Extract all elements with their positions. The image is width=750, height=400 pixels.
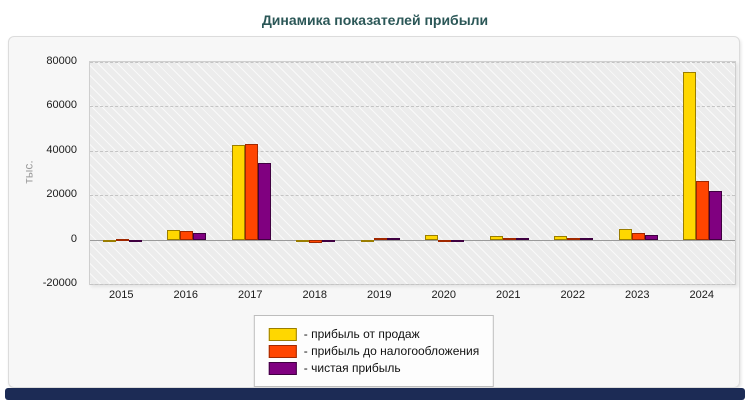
y-tick-label: 60000 (46, 99, 77, 112)
bar-прибыль до налогообложения-2015 (115, 238, 129, 241)
bar-чистая прибыль-2018 (322, 239, 336, 242)
y-tick-label: 80000 (46, 55, 77, 67)
x-tick-label-2018: 2018 (302, 289, 327, 301)
bar-чистая прибыль-2017 (257, 162, 271, 240)
legend-swatch-net (268, 361, 297, 375)
bar-прибыль от продаж-2023 (618, 228, 632, 240)
bar-прибыль до налогообложения-2018 (309, 239, 323, 243)
legend-item-sales: - прибыль от продаж (268, 327, 479, 341)
y-tick-label: 0 (70, 232, 77, 245)
bar-чистая прибыль-2024 (709, 191, 723, 240)
bar-чистая прибыль-2021 (515, 238, 529, 241)
legend-item-pretax: - прибыль до налогообложения (268, 344, 480, 358)
bar-прибыль до налогообложения-2022 (567, 237, 581, 240)
legend-swatch-pretax (268, 344, 297, 358)
window-bottom-bar (5, 388, 745, 400)
chart-panel: тыс. 80000 60000 40000 20000 0 -20000 2015 201… (8, 36, 740, 388)
bar-прибыль от продаж-2015 (102, 239, 116, 242)
x-tick-label-2021: 2021 (496, 289, 521, 301)
legend-label-pretax: - прибыль до налогообложения (303, 344, 480, 358)
bar-прибыль до налогообложения-2020 (438, 239, 452, 242)
gridline (90, 284, 735, 285)
bar-чистая прибыль-2015 (128, 239, 142, 242)
x-tick-label-2015: 2015 (109, 289, 134, 301)
y-tick-label: 40000 (46, 143, 77, 156)
x-tick-label-2019: 2019 (367, 289, 392, 301)
y-axis-ticks: 80000 60000 40000 20000 0 -20000 (9, 55, 83, 289)
legend-label-net: - чистая прибыль (303, 361, 401, 375)
x-tick-label-2020: 2020 (431, 289, 456, 301)
zero-gridline (90, 239, 735, 241)
y-tick-label: 20000 (46, 188, 77, 201)
gridline (90, 195, 735, 197)
bar-прибыль от продаж-2021 (489, 235, 503, 240)
gridline (90, 62, 735, 63)
bar-прибыль до налогообложения-2019 (373, 238, 387, 241)
bar-прибыль до налогообложения-2021 (502, 237, 516, 240)
chart-title: Динамика показателей прибыли (261, 12, 489, 28)
bar-чистая прибыль-2016 (193, 232, 207, 240)
x-tick-label-2017: 2017 (238, 289, 263, 301)
bar-прибыль до налогообложения-2024 (696, 180, 710, 240)
bar-прибыль от продаж-2017 (231, 145, 245, 240)
legend-label-sales: - прибыль от продаж (303, 327, 420, 341)
bar-чистая прибыль-2023 (644, 235, 658, 240)
bar-прибыль до налогообложения-2016 (180, 230, 194, 240)
x-tick-label-2024: 2024 (689, 289, 714, 301)
legend-item-net: - чистая прибыль (268, 361, 479, 375)
bar-чистая прибыль-2020 (451, 239, 465, 242)
legend-swatch-sales (268, 327, 297, 341)
bar-прибыль до налогообложения-2023 (631, 233, 645, 240)
bar-чистая прибыль-2019 (386, 238, 400, 241)
x-axis-ticks: 2015 2016 2017 2018 2019 2020 2021 2022 2023 2024 (89, 289, 734, 305)
gridline (90, 150, 735, 152)
bar-прибыль от продаж-2020 (425, 235, 439, 240)
bar-прибыль до налогообложения-2017 (244, 144, 258, 240)
y-tick-label: -20000 (42, 277, 77, 289)
bar-чистая прибыль-2022 (580, 238, 594, 241)
x-tick-label-2016: 2016 (173, 289, 198, 301)
legend: - прибыль от продаж - прибыль до налогоо… (253, 315, 495, 387)
bar-прибыль от продаж-2019 (360, 239, 374, 242)
bar-прибыль от продаж-2024 (683, 71, 697, 240)
x-tick-label-2022: 2022 (560, 289, 585, 301)
bar-прибыль от продаж-2016 (167, 229, 181, 240)
x-tick-label-2023: 2023 (625, 289, 650, 301)
plot-area (89, 61, 736, 285)
gridline (90, 106, 735, 108)
bar-прибыль от продаж-2018 (296, 239, 310, 242)
bar-прибыль от продаж-2022 (554, 236, 568, 240)
